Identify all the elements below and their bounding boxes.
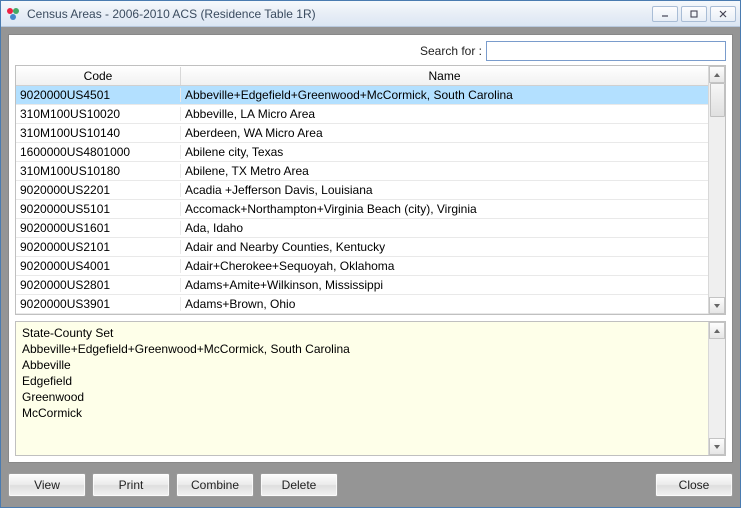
client-area: Search for : Code Name 9020000US4501Abbe… bbox=[1, 27, 740, 507]
cell-code: 9020000US2101 bbox=[16, 240, 181, 254]
cell-code: 9020000US3901 bbox=[16, 297, 181, 311]
scroll-down-icon[interactable] bbox=[709, 438, 725, 455]
cell-name: Adair+Cherokee+Sequoyah, Oklahoma bbox=[181, 259, 708, 273]
table-row[interactable]: 9020000US1601Ada, Idaho bbox=[16, 219, 708, 238]
button-bar: View Print Combine Delete Close bbox=[8, 470, 733, 500]
cell-name: Accomack+Northampton+Virginia Beach (cit… bbox=[181, 202, 708, 216]
cell-name: Ada, Idaho bbox=[181, 221, 708, 235]
delete-button[interactable]: Delete bbox=[260, 473, 338, 497]
search-label: Search for : bbox=[420, 44, 482, 58]
window-title: Census Areas - 2006-2010 ACS (Residence … bbox=[27, 7, 652, 21]
scroll-up-icon[interactable] bbox=[709, 322, 725, 339]
cell-name: Adams+Brown, Ohio bbox=[181, 297, 708, 311]
cell-code: 310M100US10140 bbox=[16, 126, 181, 140]
cell-code: 9020000US4001 bbox=[16, 259, 181, 273]
search-input[interactable] bbox=[486, 41, 726, 61]
column-header-name[interactable]: Name bbox=[181, 67, 725, 85]
window: Census Areas - 2006-2010 ACS (Residence … bbox=[0, 0, 741, 508]
table-row[interactable]: 9020000US2801Adams+Amite+Wilkinson, Miss… bbox=[16, 276, 708, 295]
detail-scrollbar[interactable] bbox=[708, 322, 725, 455]
table-row[interactable]: 9020000US2101Adair and Nearby Counties, … bbox=[16, 238, 708, 257]
cell-name: Aberdeen, WA Micro Area bbox=[181, 126, 708, 140]
inner-panel: Search for : Code Name 9020000US4501Abbe… bbox=[8, 34, 733, 463]
minimize-button[interactable] bbox=[652, 6, 678, 22]
cell-code: 310M100US10020 bbox=[16, 107, 181, 121]
scroll-down-icon[interactable] bbox=[709, 297, 725, 314]
table-scrollbar[interactable] bbox=[708, 66, 725, 314]
cell-name: Abbeville+Edgefield+Greenwood+McCormick,… bbox=[181, 88, 708, 102]
table-row[interactable]: 9020000US5101Accomack+Northampton+Virgin… bbox=[16, 200, 708, 219]
cell-name: Adams+Amite+Wilkinson, Mississippi bbox=[181, 278, 708, 292]
cell-name: Abilene, TX Metro Area bbox=[181, 164, 708, 178]
combine-button[interactable]: Combine bbox=[176, 473, 254, 497]
detail-panel: State-County Set Abbeville+Edgefield+Gre… bbox=[15, 321, 726, 456]
cell-code: 9020000US4501 bbox=[16, 88, 181, 102]
scroll-track[interactable] bbox=[709, 339, 725, 438]
app-icon bbox=[5, 6, 21, 22]
titlebar[interactable]: Census Areas - 2006-2010 ACS (Residence … bbox=[1, 1, 740, 27]
search-row: Search for : bbox=[15, 41, 726, 61]
table-row[interactable]: 9020000US4001Adair+Cherokee+Sequoyah, Ok… bbox=[16, 257, 708, 276]
table-row[interactable]: 1600000US4801000Abilene city, Texas bbox=[16, 143, 708, 162]
window-buttons bbox=[652, 6, 736, 22]
close-button[interactable] bbox=[710, 6, 736, 22]
scroll-thumb[interactable] bbox=[710, 83, 725, 117]
table-row[interactable]: 310M100US10020Abbeville, LA Micro Area bbox=[16, 105, 708, 124]
table-row[interactable]: 9020000US2201Acadia +Jefferson Davis, Lo… bbox=[16, 181, 708, 200]
scroll-track[interactable] bbox=[709, 83, 725, 297]
maximize-button[interactable] bbox=[681, 6, 707, 22]
table-row[interactable]: 310M100US10180Abilene, TX Metro Area bbox=[16, 162, 708, 181]
table-row[interactable]: 9020000US4501Abbeville+Edgefield+Greenwo… bbox=[16, 86, 708, 105]
table-body: 9020000US4501Abbeville+Edgefield+Greenwo… bbox=[16, 86, 708, 314]
cell-name: Abilene city, Texas bbox=[181, 145, 708, 159]
table-row[interactable]: 310M100US10140Aberdeen, WA Micro Area bbox=[16, 124, 708, 143]
column-header-code[interactable]: Code bbox=[16, 67, 181, 85]
scroll-up-icon[interactable] bbox=[709, 66, 725, 83]
view-button[interactable]: View bbox=[8, 473, 86, 497]
cell-code: 9020000US2801 bbox=[16, 278, 181, 292]
cell-code: 9020000US1601 bbox=[16, 221, 181, 235]
cell-name: Acadia +Jefferson Davis, Louisiana bbox=[181, 183, 708, 197]
areas-table: Code Name 9020000US4501Abbeville+Edgefie… bbox=[15, 65, 726, 315]
print-button[interactable]: Print bbox=[92, 473, 170, 497]
cell-code: 9020000US2201 bbox=[16, 183, 181, 197]
cell-name: Adair and Nearby Counties, Kentucky bbox=[181, 240, 708, 254]
table-row[interactable]: 9020000US3901Adams+Brown, Ohio bbox=[16, 295, 708, 314]
table-header: Code Name bbox=[16, 66, 725, 86]
detail-text: State-County Set Abbeville+Edgefield+Gre… bbox=[16, 322, 725, 455]
close-dialog-button[interactable]: Close bbox=[655, 473, 733, 497]
cell-name: Abbeville, LA Micro Area bbox=[181, 107, 708, 121]
cell-code: 310M100US10180 bbox=[16, 164, 181, 178]
cell-code: 9020000US5101 bbox=[16, 202, 181, 216]
cell-code: 1600000US4801000 bbox=[16, 145, 181, 159]
